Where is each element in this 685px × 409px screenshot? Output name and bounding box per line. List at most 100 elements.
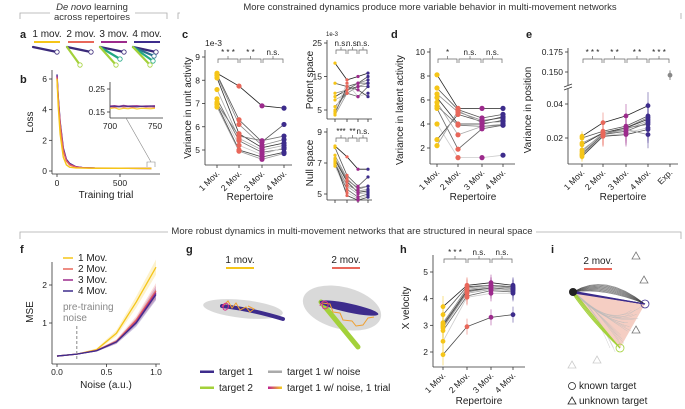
unknown-target-triangle-icon — [639, 275, 649, 284]
data-point-1Mov — [333, 110, 337, 114]
single-trial-trajectory — [221, 302, 229, 311]
data-point-3Mov — [356, 186, 360, 190]
network-line — [216, 104, 285, 158]
data-point-2Mov — [455, 155, 461, 161]
data-point-3Mov — [479, 123, 485, 129]
data-point-1Mov — [214, 86, 220, 93]
y-tick-label: 4 — [420, 119, 425, 129]
x-tick-label: 1 Mov. — [417, 167, 442, 192]
start-position — [569, 288, 577, 296]
movement-label: 4 mov. — [132, 29, 161, 40]
target-circle-icon — [147, 62, 153, 68]
known-target-circle-icon — [640, 299, 650, 309]
data-point-1Mov — [434, 121, 440, 127]
y-tick-label: 6 — [195, 122, 200, 132]
loss-line-1Mov — [56, 78, 152, 170]
data-point-2Mov — [345, 178, 349, 182]
data-point-1Mov — [440, 304, 446, 310]
target-2-trajectory — [574, 292, 621, 349]
data-point-4Mov — [281, 133, 287, 139]
network-line — [334, 165, 369, 200]
data-point-4Mov — [510, 286, 516, 292]
significance-label: * * — [633, 48, 641, 57]
legend-swatch — [268, 386, 282, 389]
axis-break-mark — [563, 83, 573, 91]
data-point-3Mov — [479, 105, 485, 111]
data-point-2Mov — [455, 111, 461, 117]
data-point-4Mov — [366, 184, 370, 188]
network-line — [436, 97, 504, 125]
data-point-2Mov — [455, 132, 461, 138]
y-axis-label: Potent space — [305, 50, 316, 109]
data-point-2Mov — [236, 148, 242, 154]
significance-label: * * * — [586, 48, 600, 57]
network-line — [436, 87, 504, 119]
y-tick-label: 9 — [317, 127, 322, 137]
network-line — [216, 103, 285, 142]
data-point-1Mov — [333, 153, 337, 157]
x-tick-label: 3 Mov. — [242, 168, 267, 193]
network-line — [216, 74, 285, 143]
data-point-2Mov — [236, 117, 242, 123]
y-tick-label: 5 — [195, 145, 200, 155]
data-point-1Mov — [333, 91, 337, 95]
annotation-text: pre-training — [63, 302, 114, 313]
known-target-circle-icon — [615, 343, 625, 353]
legend-swatch — [200, 386, 214, 389]
header-robust: More robust dynamics in multi-movement n… — [171, 226, 532, 237]
network-line — [436, 110, 504, 146]
reach-trajectory — [131, 45, 152, 67]
y-axis-label: Loss — [25, 111, 36, 132]
y-tick-label: 5 — [423, 267, 428, 277]
network-line — [436, 74, 503, 109]
data-point-2Mov — [345, 84, 349, 89]
significance-bracket — [437, 56, 458, 63]
data-point-2Mov — [345, 173, 349, 177]
network-line — [334, 158, 369, 189]
unknown-target-triangle-icon — [567, 360, 577, 369]
target-circle-icon — [113, 62, 119, 68]
network-line — [216, 77, 285, 149]
y-tick-label: 4 — [42, 105, 47, 115]
x-axis-label: Repertoire — [227, 192, 274, 203]
data-point-1Mov — [333, 61, 337, 65]
data-point-3Mov — [356, 84, 360, 89]
significance-bracket — [217, 56, 239, 63]
data-point-3Mov — [356, 74, 360, 79]
data-point-3Mov — [356, 189, 360, 193]
network-line — [581, 105, 649, 137]
legend-label: target 2 — [219, 383, 253, 394]
data-point-4Mov — [281, 145, 287, 151]
target-circle-icon — [88, 49, 94, 55]
network-line — [334, 147, 369, 187]
target-circle-icon — [54, 49, 60, 55]
header-constrained: More constrained dynamics produce more v… — [243, 2, 617, 13]
network-line — [334, 86, 369, 107]
significance-label: n.s. — [335, 39, 348, 48]
data-point-4Mov — [366, 74, 370, 79]
data-point-4Mov — [500, 114, 506, 120]
y-tick-label: 2 — [423, 347, 428, 357]
network-line — [442, 287, 514, 327]
data-point-4Mov — [366, 78, 370, 82]
panel-letter: i — [551, 244, 554, 256]
x-axis-label: Repertoire — [456, 396, 503, 407]
single-trial-trajectory — [319, 300, 329, 310]
target-circle-icon — [117, 56, 123, 62]
target-circle-icon — [150, 58, 156, 64]
data-point-2Mov — [600, 132, 606, 138]
significance-label: n.s. — [473, 248, 486, 257]
data-point-4Mov — [366, 167, 370, 171]
data-point-4Mov — [500, 105, 506, 111]
data-point-1Mov — [579, 135, 585, 141]
y-tick-label: 9 — [195, 52, 200, 62]
data-point-4Mov — [500, 122, 506, 128]
x-tick-label: 1 Mov. — [423, 370, 448, 395]
y-tick-label: 6 — [42, 74, 47, 84]
y-tick-label: 0.04 — [546, 99, 563, 109]
data-point-3Mov — [356, 198, 360, 202]
target-1-trajectory — [575, 292, 646, 305]
reach-trajectory — [98, 45, 126, 54]
y-tick-label: 8 — [195, 75, 200, 85]
inset-x-tick-label: 700 — [103, 121, 117, 131]
